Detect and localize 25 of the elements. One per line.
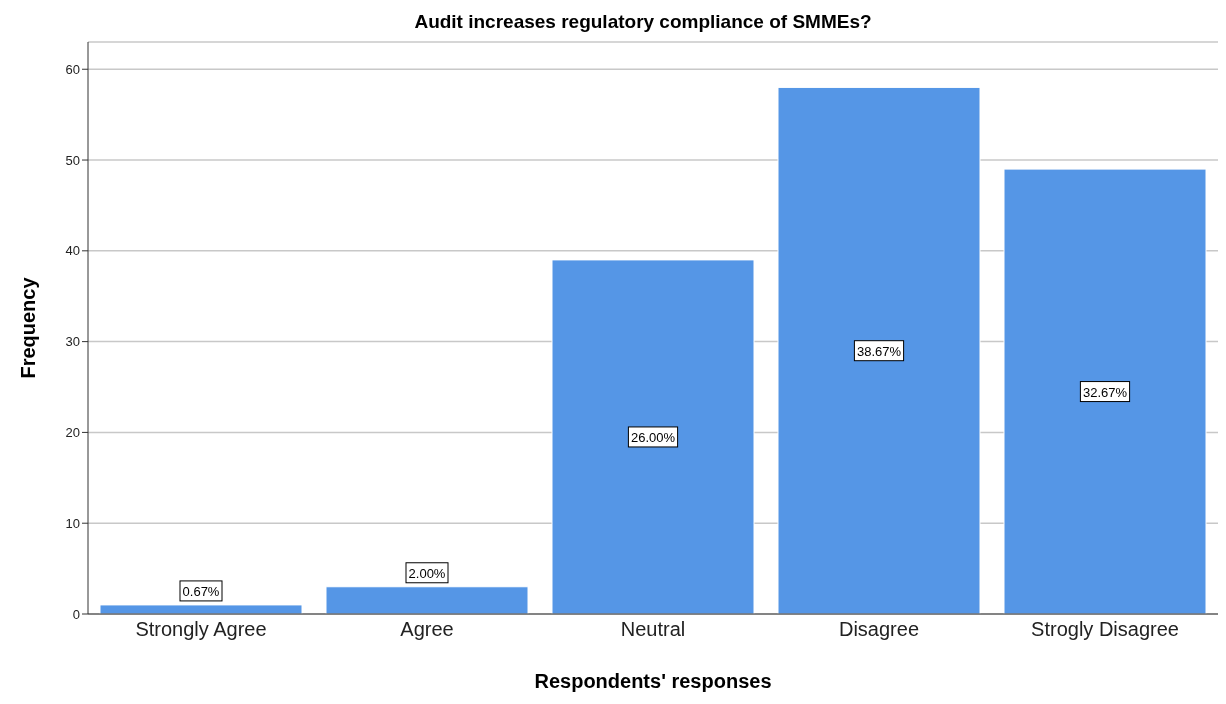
- bar: [777, 86, 981, 614]
- y-tick-label: 60: [65, 61, 80, 77]
- annotation: 2.00%: [408, 565, 446, 581]
- bar: [551, 259, 755, 614]
- chart-title: Audit increases regulatory compliance of SMMEs?: [413, 10, 873, 34]
- x-tick-label: Neutral: [620, 618, 686, 641]
- annotation: 38.67%: [856, 343, 902, 359]
- x-tick-label: Agree: [400, 618, 454, 641]
- annotation: 32.67%: [1082, 384, 1128, 400]
- bar: [325, 586, 529, 614]
- y-tick-label: 10: [65, 515, 80, 531]
- y-tick-label: 40: [65, 243, 80, 259]
- x-axis-title: Respondents' responses: [534, 670, 772, 692]
- y-tick-label: 20: [65, 425, 80, 441]
- y-tick-label: 0: [72, 606, 80, 622]
- bar: [99, 604, 303, 614]
- y-axis-title: Frequency: [17, 276, 40, 379]
- bar: [1003, 168, 1207, 614]
- x-tick-label: Strogly Disagree: [1031, 618, 1179, 641]
- annotation: 26.00%: [630, 429, 676, 445]
- x-tick-label: Strongly Agree: [135, 618, 267, 641]
- y-tick-label: 50: [65, 152, 80, 168]
- annotation: 0.67%: [182, 583, 220, 599]
- x-tick-label: Disagree: [838, 618, 920, 641]
- y-tick-label: 30: [65, 334, 80, 350]
